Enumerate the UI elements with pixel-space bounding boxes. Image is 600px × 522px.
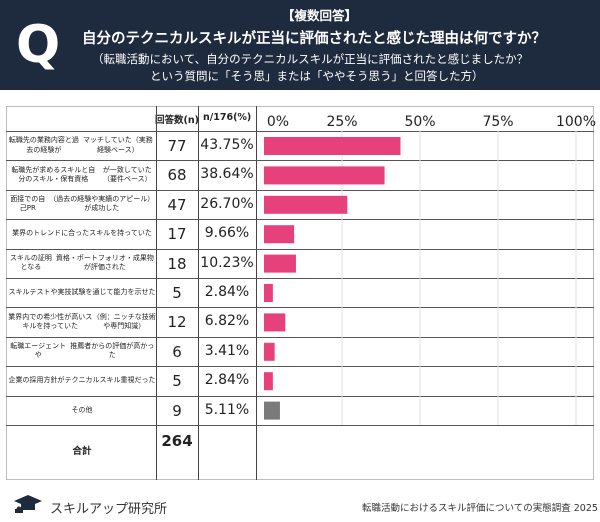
row-count: 9 (172, 401, 182, 420)
row-label-line: 資格・ポートフォリオ・成果物が評価された (55, 253, 154, 272)
row-percent: 26.70% (200, 195, 254, 212)
row-label: 業界内での希少性が高いスキルを持っていた （例：ニッチな技術や専門知識） (8, 307, 156, 336)
row-label-line: が一致していた（要件ベース） (102, 165, 152, 184)
row-count: 6 (172, 342, 182, 361)
row-label-line: 面接での自己PR (10, 195, 46, 213)
survey-source: 転職活動におけるスキル評価についての実態調査 2025 (362, 503, 598, 514)
row-label-line: その他 (71, 405, 93, 414)
row-percent: 10.23% (200, 254, 254, 271)
question-title: 自分のテクニカルスキルが正当に評価されたと感じた理由は何ですか？ (82, 31, 546, 47)
row-label-line: 推薦者からの評価が高かった (70, 342, 155, 360)
count-column-header: 回答数(n) (155, 115, 199, 126)
question-header: Q 【複数回答】 自分のテクニカルスキルが正当に評価されたと感じた理由は何ですか… (0, 0, 600, 90)
row-count: 5 (172, 372, 182, 391)
percent-divider (198, 106, 199, 480)
row-count: 18 (167, 254, 187, 273)
row-label: 業界のトレンドに合ったスキルを持っていた (8, 219, 156, 248)
percent-column-header: n/176(%) (203, 112, 252, 123)
row-label-line: 業界内での希少性が高いスキルを持っていた (8, 312, 93, 331)
row-label: スキルテストや実技試験を通じて能力を示せた (8, 278, 156, 307)
row-rule (6, 189, 594, 191)
row-label-line: 転職先が求めるスキルと自分のスキル・保有資格 (11, 165, 96, 184)
row-label: スキルの証明となる 資格・ポートフォリオ・成果物が評価された (8, 249, 156, 278)
count-divider (156, 106, 157, 480)
total-count: 264 (161, 432, 193, 450)
row-rule (6, 278, 594, 279)
row-percent: 5.11% (204, 401, 250, 418)
row-rule (6, 160, 594, 162)
row-rule (6, 395, 594, 397)
row-count: 17 (167, 225, 187, 244)
footer-logo (13, 494, 43, 514)
row-count: 77 (167, 137, 187, 155)
row-label-line: （過去の経験や実績のアピール）が成功した (49, 195, 155, 213)
plot-divider (256, 106, 257, 480)
row-count: 12 (167, 313, 187, 332)
row-label-line: マッチしていた（実務経験ベース） (83, 136, 153, 154)
row-percent: 3.41% (204, 342, 250, 359)
question-subtitle-2: という質問に「そう思」または「ややそう思う」と回答した方） (150, 69, 484, 83)
graduation-cap-icon (14, 495, 42, 513)
q-icon: Q (16, 15, 61, 75)
row-percent: 6.82% (204, 313, 250, 330)
row-label-line: 企業の採用方針がテクニカルスキル重視だった (8, 376, 156, 385)
row-percent: 2.84% (204, 372, 250, 389)
row-rule (6, 307, 594, 309)
row-label-line: 業界のトレンドに合ったスキルを持っていた (12, 229, 152, 238)
header-rule (6, 131, 594, 132)
row-label: 面接での自己PR （過去の経験や実績のアピール）が成功した (8, 190, 156, 219)
row-label-line: スキルの証明となる (9, 253, 52, 272)
row-label-line: 転職先の業務内容と過去の経験が (8, 136, 79, 154)
row-label: その他 (8, 396, 156, 425)
row-percent: 43.75% (200, 137, 254, 153)
row-label: 転職先が求めるスキルと自分のスキル・保有資格 が一致していた（要件ベース） (8, 160, 156, 189)
question-subtitle-1: （転職活動において、自分のテクニカルスキルが正当に評価されたと感じましたか？ (92, 52, 529, 66)
row-label: 転職先の業務内容と過去の経験が マッチしていた（実務経験ベース） (8, 131, 156, 160)
row-label: 転職エージェントや 推薦者からの評価が高かった (8, 337, 156, 366)
row-rule (6, 366, 594, 368)
row-percent: 9.66% (204, 225, 250, 242)
row-rule (6, 248, 594, 250)
row-count: 68 (167, 166, 187, 185)
row-count: 5 (172, 284, 182, 302)
brand-name: スキルアップ研究所 (50, 502, 168, 517)
row-rule (6, 425, 594, 426)
row-percent: 38.64% (200, 166, 254, 183)
multiple-answer-badge: 【複数回答】 (282, 8, 358, 23)
row-count: 47 (167, 195, 187, 214)
row-percent: 2.84% (204, 284, 250, 300)
row-label-line: 転職エージェントや (10, 342, 67, 360)
row-rule (6, 219, 594, 221)
row-rule (6, 336, 594, 338)
row-label-line: （例：ニッチな技術や専門知識） (92, 312, 156, 331)
total-label: 合計 (72, 446, 92, 458)
row-label: 企業の採用方針がテクニカルスキル重視だった (8, 366, 156, 395)
row-label-line: スキルテストや実技試験を通じて能力を示せた (8, 287, 156, 296)
